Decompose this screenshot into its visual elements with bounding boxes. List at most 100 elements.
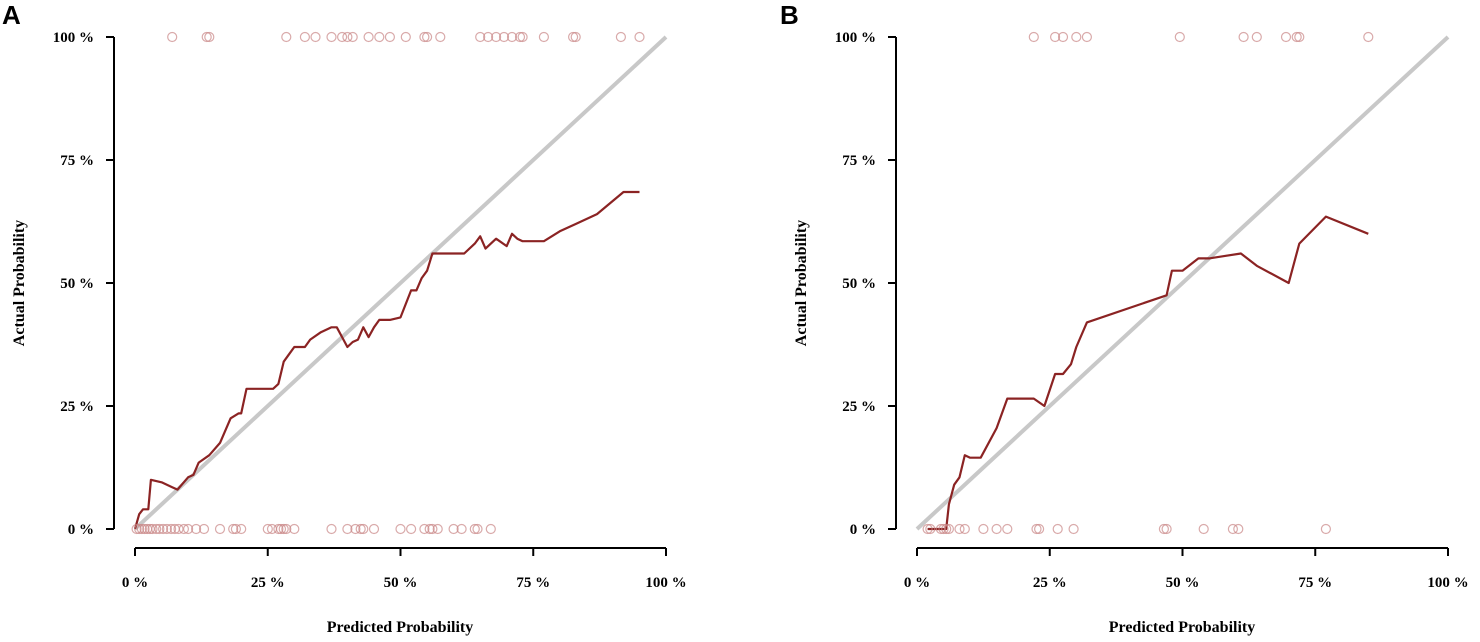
nonevent-rug-point: [350, 523, 361, 535]
nonevent-rug-point: [406, 523, 417, 535]
nonevent-rug-point: [1002, 523, 1013, 535]
nonevent-rug-point: [943, 523, 955, 535]
event-rug-point: [384, 31, 395, 43]
event-rug-point: [634, 31, 645, 43]
nonevent-rug-point: [154, 523, 165, 535]
nonevent-rug-point: [978, 523, 989, 535]
panel-label-b: B: [780, 0, 799, 30]
nonevent-rug-point: [139, 523, 150, 535]
event-rug-point: [1081, 31, 1093, 43]
nonevent-rug-point: [173, 523, 184, 535]
nonevent-rug-point: [991, 523, 1002, 535]
x-tick-label: 100 %: [645, 575, 686, 591]
y-tick-label: 25 %: [842, 399, 876, 415]
y-tick-label: 50 %: [60, 276, 94, 292]
nonevent-rug-point: [432, 523, 443, 535]
nonevent-rug-point: [469, 523, 480, 535]
nonevent-rug-point: [236, 523, 247, 535]
nonevent-rug-point: [1320, 523, 1332, 535]
nonevent-rug-point: [1198, 523, 1209, 535]
x-tick-label: 50 %: [384, 575, 418, 591]
event-rug-point: [538, 31, 550, 43]
event-rug-point: [491, 31, 502, 43]
nonevent-rug-point: [1158, 523, 1170, 535]
event-rug-point: [310, 31, 321, 43]
nonevent-rug-point: [198, 523, 210, 535]
nonevent-rug-point: [262, 523, 273, 535]
nonevent-rug-point: [456, 523, 467, 535]
event-rug-point: [435, 31, 446, 43]
x-tick-label: 0 %: [122, 575, 148, 591]
nonevent-rug-point: [183, 523, 194, 535]
nonevent-rug-point: [1161, 523, 1172, 535]
nonevent-rug-point: [289, 523, 300, 535]
event-rug-point: [1028, 31, 1039, 43]
nonevent-rug-point: [427, 523, 438, 535]
x-axis-title-a: Predicted Probability: [327, 619, 474, 636]
nonevent-rug-point: [935, 523, 947, 535]
event-rug-point: [1238, 31, 1249, 43]
nonevent-rug-point: [278, 523, 289, 535]
event-rug-point: [475, 31, 486, 43]
event-rug-point: [422, 31, 433, 43]
event-rug-point: [506, 31, 518, 43]
nonevent-rug-point: [922, 523, 933, 535]
nonevent-rug-point: [419, 523, 430, 535]
panel-b: B Predicted Probability Actual Probabili…: [780, 0, 1469, 636]
event-rug-point: [1049, 31, 1061, 43]
event-rug-point: [201, 31, 212, 43]
event-rug-point: [1291, 31, 1302, 43]
y-axis-title-b: Actual Probability: [793, 220, 810, 346]
event-rug-point: [374, 31, 385, 43]
nonevent-rug-point: [131, 523, 142, 535]
nonevent-rug-point: [368, 523, 380, 535]
nonevent-rug-point: [424, 523, 435, 535]
y-tick-label: 75 %: [842, 153, 876, 169]
x-tick-label: 75 %: [1298, 575, 1332, 591]
event-rug-point: [1071, 31, 1082, 43]
event-rug-point: [1294, 31, 1305, 43]
event-rug-point: [514, 31, 526, 43]
nonevent-rug-point: [275, 523, 287, 535]
nonevent-rug-point: [273, 523, 284, 535]
event-rug-point: [299, 31, 310, 43]
nonevent-rug-point: [959, 523, 970, 535]
nonevent-rug-point: [925, 523, 936, 535]
y-tick-label: 50 %: [842, 276, 876, 292]
event-rug-point: [567, 31, 579, 43]
event-rug-point: [483, 31, 494, 43]
calibration-curve: [927, 215, 1369, 531]
event-rug-point: [1057, 31, 1069, 43]
nonevent-rug-point: [941, 523, 952, 535]
nonevent-rug-point: [178, 523, 189, 535]
reference-diagonal-line: [133, 35, 668, 531]
event-rug-point: [1251, 31, 1262, 43]
y-tick-label: 0 %: [850, 522, 876, 538]
event-rug-point: [570, 31, 581, 43]
event-rug-point: [517, 31, 528, 43]
event-rug-point: [1280, 31, 1292, 43]
nonevent-rug-point: [1233, 523, 1244, 535]
y-tick-label: 100 %: [835, 30, 876, 46]
event-rug-point: [326, 31, 337, 43]
nonevent-rug-point: [214, 523, 226, 535]
event-rug-point: [498, 31, 510, 43]
nonevent-rug-point: [472, 523, 483, 535]
nonevent-rug-point: [136, 523, 147, 535]
nonevent-rug-point: [326, 523, 337, 535]
nonevent-rug-point: [1052, 523, 1063, 535]
event-rug-point: [204, 31, 215, 43]
event-rug-point: [281, 31, 292, 43]
event-rug-point: [167, 31, 178, 43]
event-rug-point: [342, 31, 353, 43]
nonevent-rug-point: [191, 523, 202, 535]
y-axis-title-a: Actual Probability: [11, 220, 28, 346]
event-rug-point: [615, 31, 627, 43]
x-tick-label: 0 %: [904, 575, 930, 591]
nonevent-rug-point: [342, 523, 353, 535]
nonevent-rug-point: [395, 523, 406, 535]
nonevent-rug-point: [358, 523, 369, 535]
nonevent-rug-point: [954, 523, 965, 535]
event-rug-point: [347, 31, 358, 43]
x-axis-title-b: Predicted Probability: [1109, 619, 1256, 636]
